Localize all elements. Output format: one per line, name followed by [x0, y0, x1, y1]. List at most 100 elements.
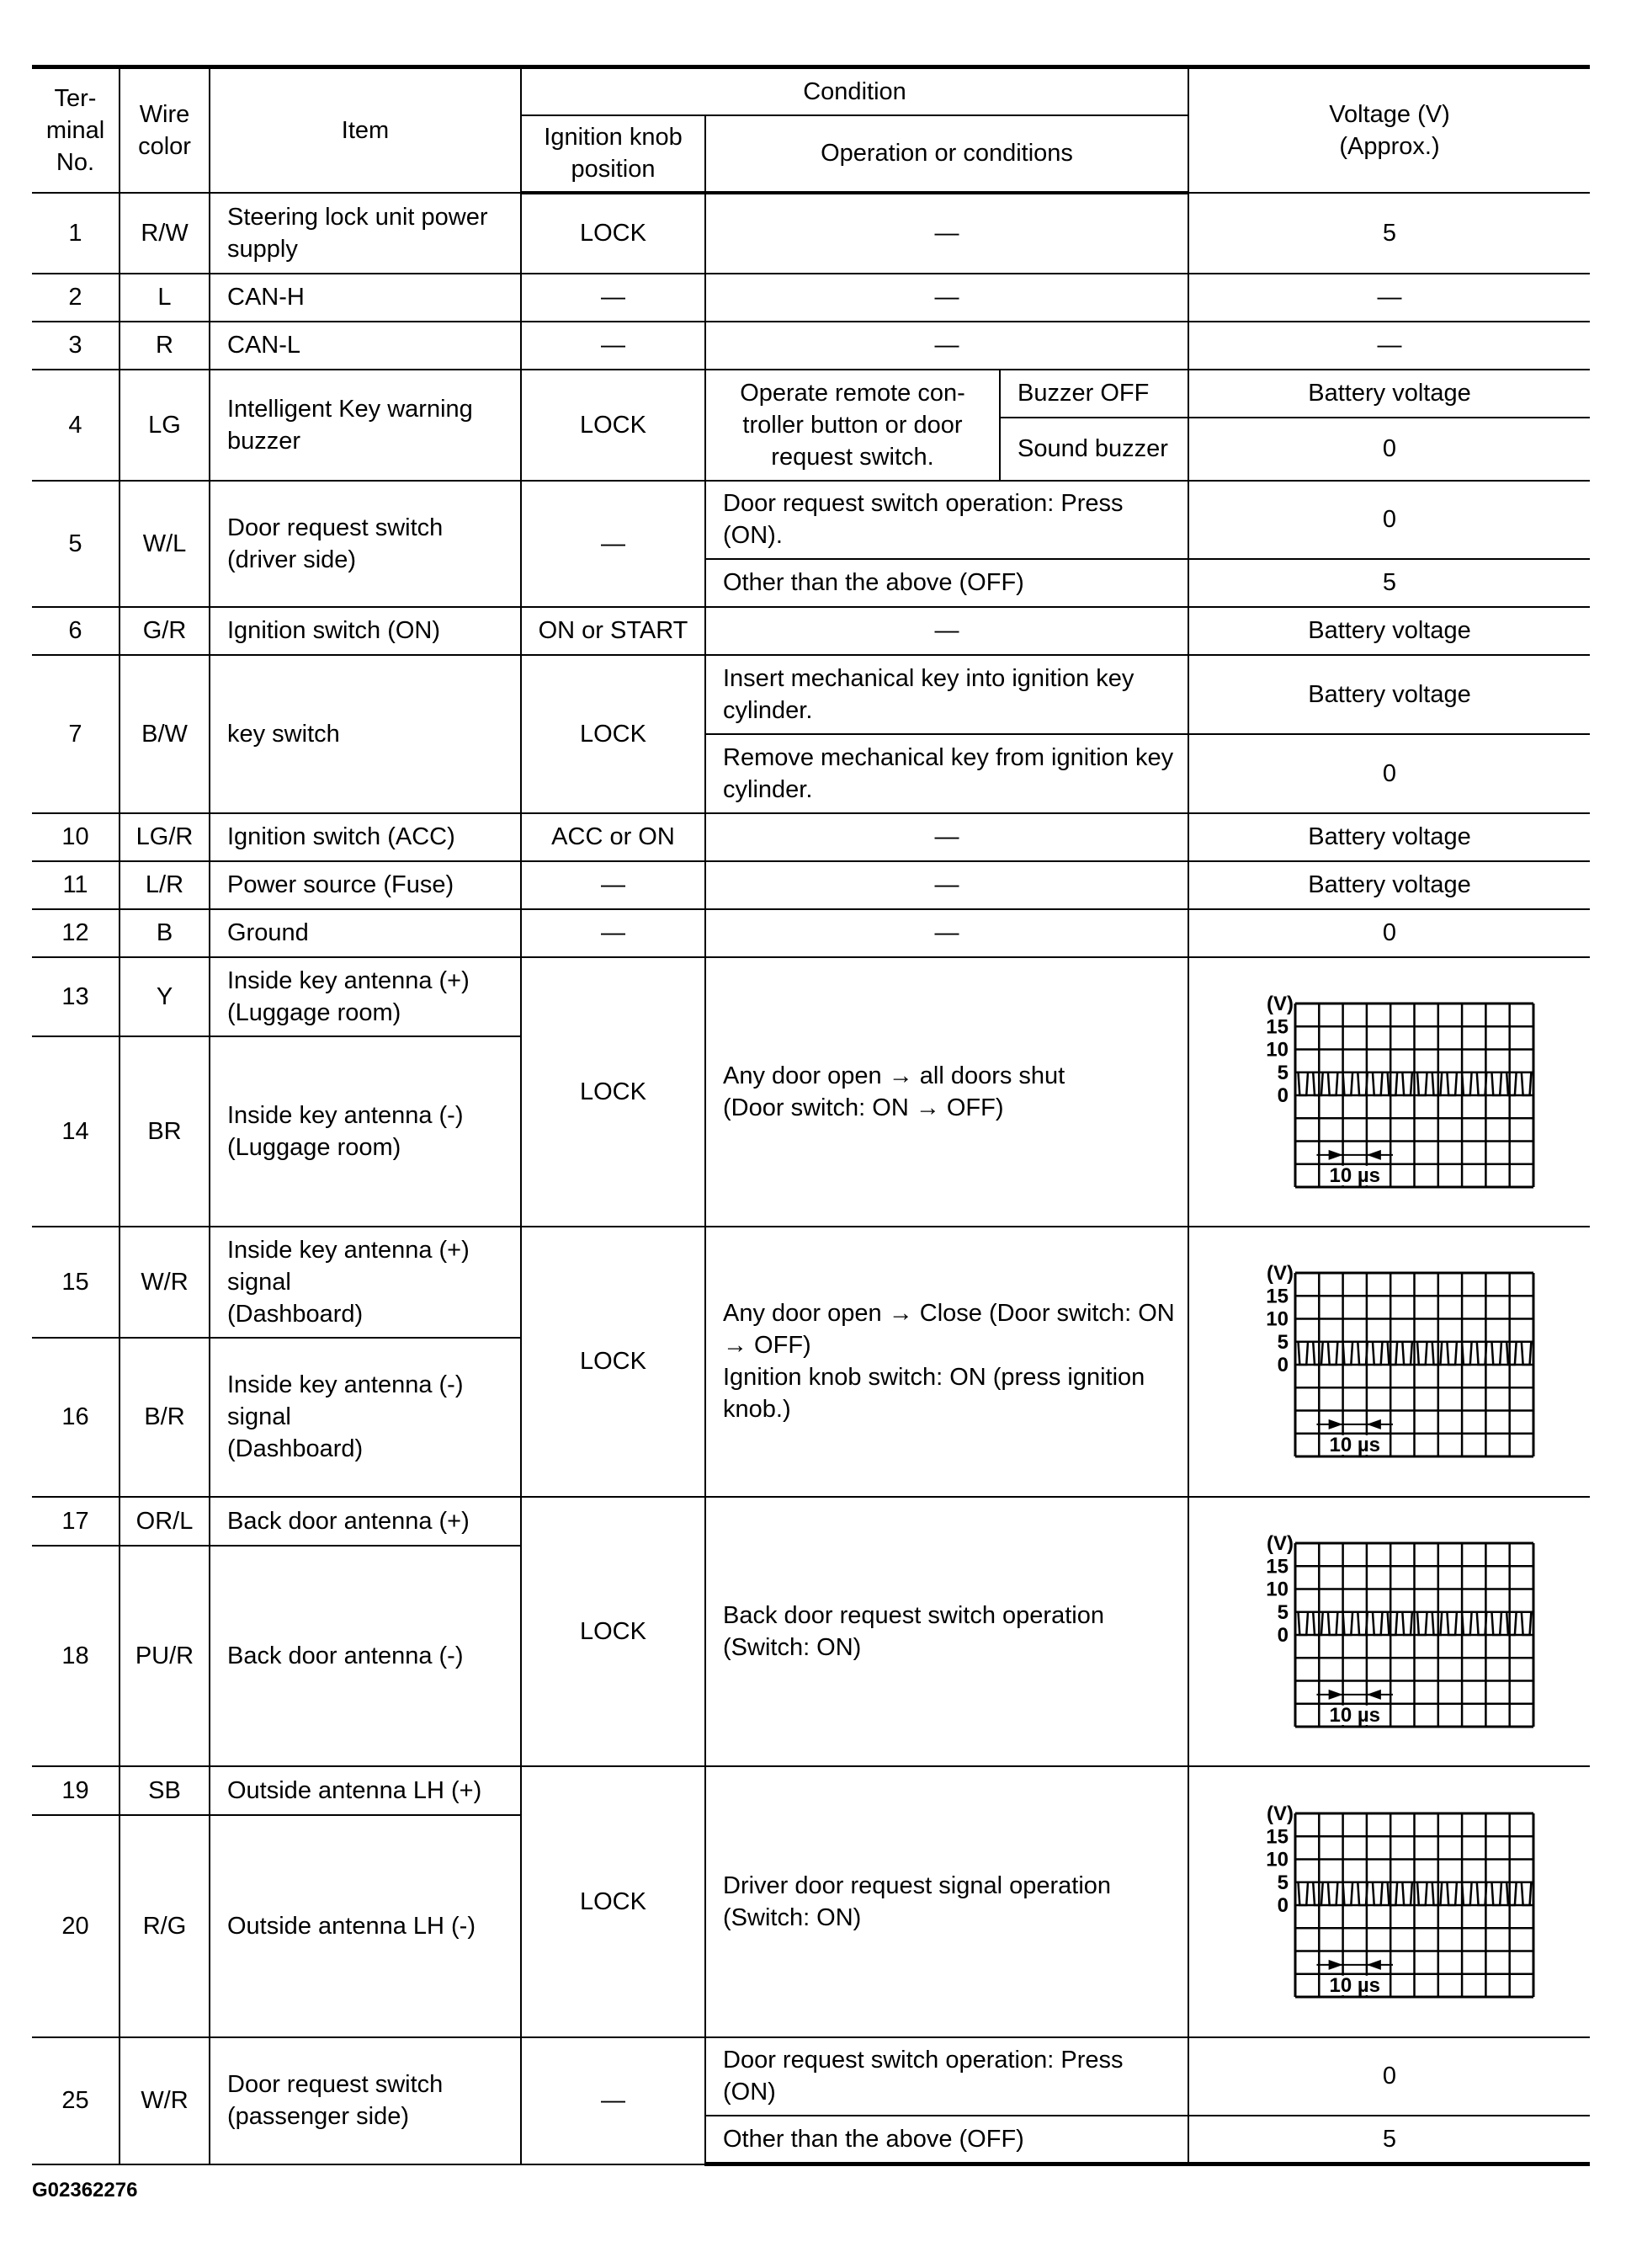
ignition-knob-position: LOCK — [520, 191, 706, 274]
y-tick-label: 5 — [1278, 1871, 1289, 1893]
y-tick-label: 10 — [1266, 1308, 1289, 1331]
waveform-trace — [1295, 1881, 1533, 1906]
terminal-number: 18 — [32, 1544, 120, 1767]
item: Inside key antenna (+) signal (Dashboard… — [209, 1225, 522, 1339]
voltage-value: 0 — [1188, 732, 1590, 814]
ignition-knob-position: — — [520, 908, 706, 958]
y-unit-label: (V) — [1267, 993, 1294, 1015]
operation-condition: Back door request switch operation (Swit… — [704, 1495, 1189, 1767]
table-row: 2 L CAN-H — — — — [32, 272, 1590, 322]
item: Door request switch (driver side) — [209, 479, 522, 608]
table-row: 19 SB Outside antenna LH (+) LOCK Driver doo… — [32, 1765, 1590, 2038]
y-unit-label: (V) — [1267, 1802, 1294, 1825]
wire-color: G/R — [119, 605, 210, 656]
terminal-number: 5 — [32, 479, 120, 608]
operation-condition: Any door open → all doors shut (Door swi… — [704, 956, 1189, 1227]
terminal-number: 19 — [32, 1765, 120, 1816]
terminal-number: 14 — [32, 1035, 120, 1227]
operation-condition: — — [704, 860, 1189, 910]
item: Inside key antenna (-) (Luggage room) — [209, 1035, 522, 1227]
item: Outside antenna LH (+) — [209, 1765, 522, 1816]
ignition-knob-position: ON or START — [520, 605, 706, 656]
terminal-number: 20 — [32, 1813, 120, 2038]
operation-condition: — — [704, 320, 1189, 370]
item: key switch — [209, 653, 522, 814]
wire-color: W/L — [119, 479, 210, 608]
item: Power source (Fuse) — [209, 860, 522, 910]
item: CAN-L — [209, 320, 522, 370]
wire-color: L/R — [119, 860, 210, 910]
operation-condition: — — [704, 812, 1189, 862]
table-row: 18 PU/R Back door antenna (-) — [32, 1544, 1590, 1767]
ignition-knob-position: — — [520, 272, 706, 322]
header-terminal: Ter- minal No. — [32, 65, 120, 194]
item: Back door antenna (-) — [209, 1544, 522, 1767]
item: Ground — [209, 908, 522, 958]
voltage-waveform: (V) 15 10 5 0 10 µs — [1188, 956, 1590, 1227]
time-scale-label: 10 µs — [1329, 1704, 1380, 1727]
item: Inside key antenna (-) signal (Dashboard… — [209, 1336, 522, 1498]
y-tick-label: 15 — [1266, 1015, 1289, 1038]
operation-condition: — — [704, 908, 1189, 958]
operation-condition: Any door open → Close (Door switch: ON →… — [704, 1225, 1189, 1498]
voltage-value: 5 — [1188, 557, 1590, 608]
table-row: 13 Y Inside key antenna (+) (Luggage room)… — [32, 956, 1590, 1227]
y-tick-label: 5 — [1278, 1331, 1289, 1354]
wire-color: R — [119, 320, 210, 370]
terminal-number: 10 — [32, 812, 120, 862]
wire-color: B/R — [119, 1336, 210, 1498]
wire-color: LG — [119, 368, 210, 482]
terminal-number: 16 — [32, 1336, 120, 1498]
table-row: 5 W/L Door request switch (driver side) — Do… — [32, 479, 1590, 608]
ignition-knob-position: LOCK — [520, 956, 706, 1227]
terminal-number: 12 — [32, 908, 120, 958]
y-unit-label: (V) — [1267, 1262, 1294, 1285]
item: Steering lock unit power supply — [209, 191, 522, 274]
wire-color: R/W — [119, 191, 210, 274]
operation-condition: — — [704, 605, 1189, 656]
table-row: 20 R/G Outside antenna LH (-) — [32, 1813, 1590, 2038]
table-row: 11 L/R Power source (Fuse) — — Battery voltag… — [32, 860, 1590, 910]
ignition-knob-position: LOCK — [520, 1495, 706, 1767]
voltage-value: 0 — [1188, 908, 1590, 958]
voltage-value: 5 — [1188, 2114, 1590, 2166]
table-row: 17 OR/L Back door antenna (+) LOCK Back door… — [32, 1495, 1590, 1767]
y-tick-label: 0 — [1278, 1624, 1289, 1647]
voltage-value: 0 — [1188, 2036, 1590, 2116]
ignition-knob-position: — — [520, 860, 706, 910]
ignition-knob-position: — — [520, 320, 706, 370]
time-scale-label: 10 µs — [1329, 1434, 1380, 1456]
voltage-value: Battery voltage — [1188, 368, 1590, 418]
voltage-value: Battery voltage — [1188, 605, 1590, 656]
ignition-knob-position: LOCK — [520, 368, 706, 482]
y-tick-label: 5 — [1278, 1061, 1289, 1083]
operation-condition: Other than the above (OFF) — [704, 557, 1189, 608]
ignition-knob-position: LOCK — [520, 1225, 706, 1498]
voltage-waveform: (V) 15 10 5 0 10 µs — [1188, 1495, 1590, 1767]
wire-color: W/R — [119, 1225, 210, 1339]
time-scale-label: 10 µs — [1329, 1974, 1380, 1997]
table-row: 1 R/W Steering lock unit power supply LOCK —… — [32, 191, 1590, 274]
operation-condition: — — [704, 191, 1189, 274]
waveform-trace — [1295, 1071, 1533, 1096]
table-row: 12 B Ground — —0 — [32, 908, 1590, 958]
item: Ignition switch (ON) — [209, 605, 522, 656]
operation-condition: Door request switch operation: Press (ON… — [704, 2036, 1189, 2116]
y-tick-label: 5 — [1278, 1600, 1289, 1623]
item: Back door antenna (+) — [209, 1495, 522, 1547]
ignition-knob-position: ACC or ON — [520, 812, 706, 862]
operation-condition: Operate remote con- troller button or do… — [704, 368, 1001, 482]
terminal-number: 6 — [32, 605, 120, 656]
wire-color: L — [119, 272, 210, 322]
ignition-knob-position: LOCK — [520, 653, 706, 814]
wire-color: BR — [119, 1035, 210, 1227]
table-row: Other than the above (OFF) 5 — [32, 557, 1590, 608]
y-unit-label: (V) — [1267, 1532, 1294, 1555]
table-row: 3 R CAN-L — — — — [32, 320, 1590, 370]
waveform-trace — [1295, 1610, 1533, 1636]
header-operation: Operation or conditions — [704, 114, 1189, 194]
voltage-value: 0 — [1188, 416, 1590, 482]
voltage-value: Battery voltage — [1188, 860, 1590, 910]
